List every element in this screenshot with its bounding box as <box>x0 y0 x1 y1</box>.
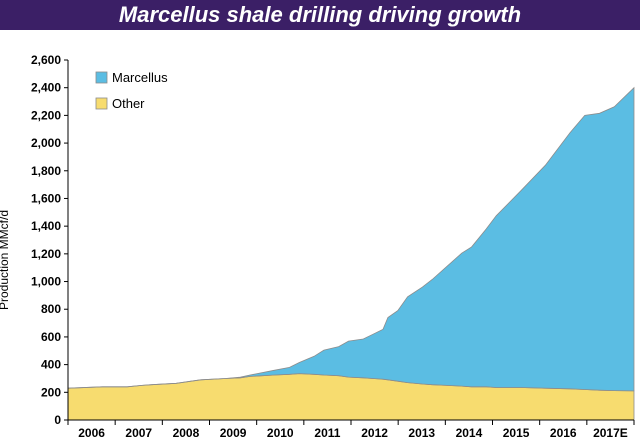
y-tick-label: 200 <box>41 385 61 399</box>
legend-swatch-other <box>95 97 108 110</box>
y-tick-label: 600 <box>41 330 61 344</box>
x-tick-label: 2013 <box>408 426 435 440</box>
title-bar: Marcellus shale drilling driving growth <box>0 0 640 30</box>
y-axis: 0 200 400 600 800 1,000 1,200 1,400 1,600 1,800 2,… <box>0 53 69 427</box>
x-tick-label: 2016 <box>550 426 577 440</box>
y-tick-label: 2,600 <box>31 53 61 67</box>
x-tick-label: 2011 <box>314 426 340 440</box>
x-tick-label: 2009 <box>220 426 247 440</box>
x-tick-label: 2015 <box>503 426 530 440</box>
x-tick-label: 2007 <box>125 426 152 440</box>
y-tick-label: 0 <box>54 413 61 427</box>
y-tick-label: 2,000 <box>31 136 61 150</box>
y-tick-label: 1,800 <box>31 164 61 178</box>
legend-swatch-marcellus <box>95 71 108 84</box>
chart-title: Marcellus shale drilling driving growth <box>118 2 522 27</box>
x-tick-label: 2012 <box>361 426 388 440</box>
x-tick-label: 2014 <box>456 426 483 440</box>
y-tick-label: 2,200 <box>31 108 61 122</box>
y-tick-label: 1,400 <box>31 219 61 233</box>
legend-label-other: Other <box>112 96 145 111</box>
y-tick-label: 1,000 <box>31 275 61 289</box>
x-tick-label: 2008 <box>173 426 200 440</box>
x-tick-label: 2010 <box>267 426 294 440</box>
y-axis-label: Production MMcf/d <box>0 210 11 310</box>
area-marcellus <box>67 86 635 392</box>
chart-areas <box>67 86 635 421</box>
y-tick-label: 1,200 <box>31 247 61 261</box>
x-tick-label: 2017E <box>593 426 628 440</box>
area-chart: 0 200 400 600 800 1,000 1,200 1,400 1,600 1,800 2,… <box>0 53 635 440</box>
x-axis: 2006 2007 2008 2009 2010 2011 2012 2013 2014 2015… <box>67 419 635 440</box>
y-tick-label: 800 <box>41 302 61 316</box>
x-tick-label: 2006 <box>78 426 105 440</box>
y-tick-label: 1,600 <box>31 191 61 205</box>
y-tick-label: 400 <box>41 358 61 372</box>
legend-label-marcellus: Marcellus <box>112 70 168 85</box>
y-tick-label: 2,400 <box>31 81 61 95</box>
legend: Marcellus Other <box>95 70 168 111</box>
